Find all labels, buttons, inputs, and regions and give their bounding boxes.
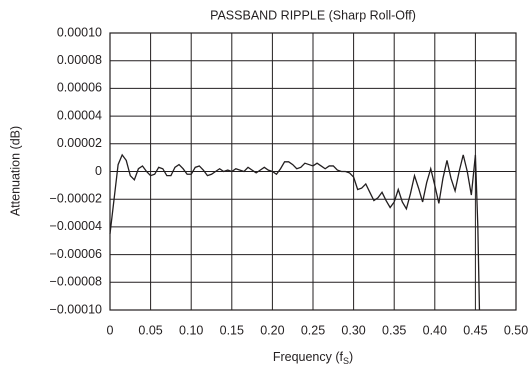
x-tick-label: 0.20 bbox=[260, 323, 284, 337]
y-tick-label: 0.00010 bbox=[57, 25, 102, 39]
y-tick-label: 0.00006 bbox=[57, 81, 102, 95]
y-tick-label: −0.00006 bbox=[50, 247, 103, 261]
x-tick-label: 0.05 bbox=[138, 323, 162, 337]
x-tick-label: 0.50 bbox=[504, 323, 528, 337]
y-tick-label: 0.00004 bbox=[57, 108, 102, 122]
x-tick-label: 0.35 bbox=[382, 323, 406, 337]
y-tick-label: −0.00008 bbox=[50, 275, 103, 289]
x-axis-label-part: Frequency (f bbox=[273, 350, 344, 364]
plot-frame bbox=[109, 32, 517, 311]
y-tick-label: −0.00002 bbox=[50, 191, 103, 205]
y-axis-label: Attenuation (dB) bbox=[8, 126, 22, 216]
x-axis-label-subscript: S bbox=[343, 356, 349, 366]
y-tick-label: 0.00008 bbox=[57, 53, 102, 67]
x-tick-label: 0.30 bbox=[341, 323, 365, 337]
x-axis-label: Frequency (fS) bbox=[273, 350, 353, 366]
x-tick-label: 0.25 bbox=[301, 323, 325, 337]
y-tick-label: 0 bbox=[95, 164, 102, 178]
x-tick-label: 0.10 bbox=[179, 323, 203, 337]
x-tick-label: 0.40 bbox=[423, 323, 447, 337]
chart-title: PASSBAND RIPPLE (Sharp Roll-Off) bbox=[210, 8, 416, 22]
x-tick-label: 0 bbox=[107, 323, 114, 337]
y-tick-label: −0.00010 bbox=[50, 302, 103, 316]
x-axis-label-part: ) bbox=[349, 350, 353, 364]
x-tick-label: 0.45 bbox=[463, 323, 487, 337]
y-tick-label: 0.00002 bbox=[57, 136, 102, 150]
y-tick-label: −0.00004 bbox=[50, 219, 103, 233]
data-line bbox=[109, 153, 481, 311]
x-tick-label: 0.15 bbox=[220, 323, 244, 337]
